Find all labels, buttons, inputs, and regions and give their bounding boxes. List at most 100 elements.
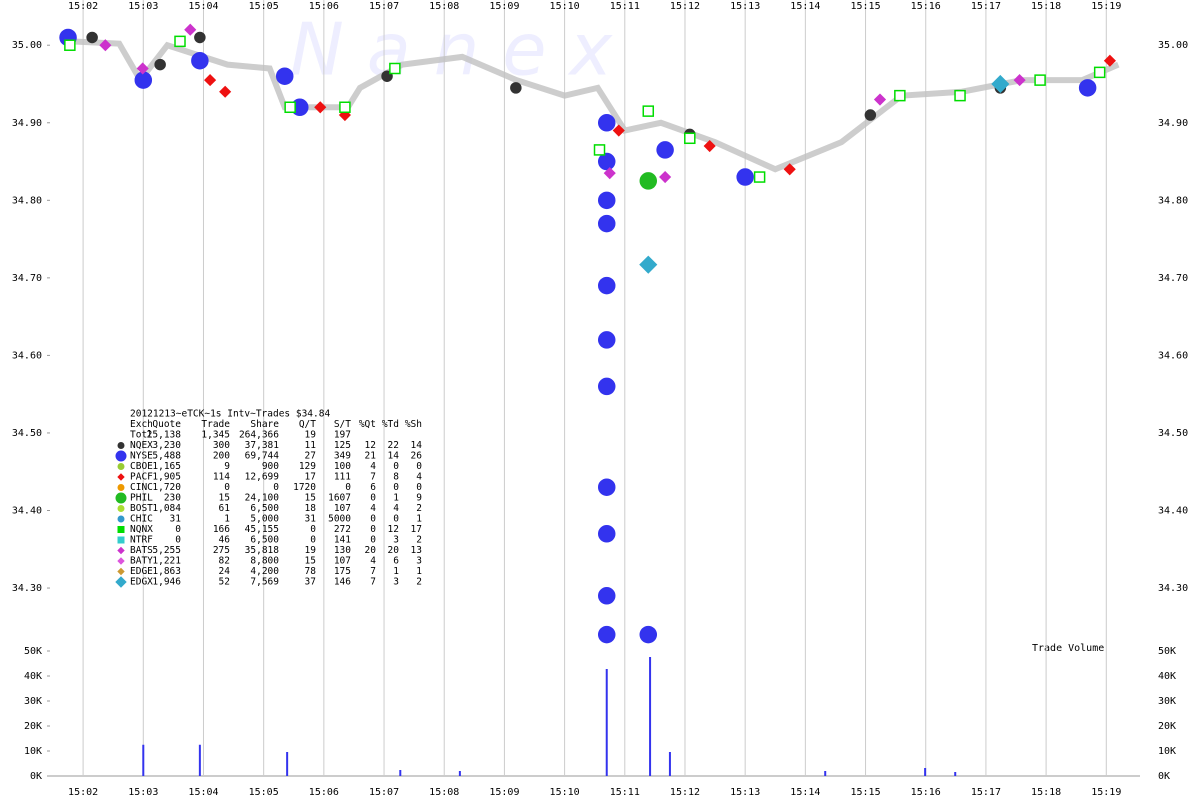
table-cell: 141: [334, 535, 351, 546]
table-cell: 0: [416, 461, 422, 472]
marker: [639, 625, 658, 644]
legend-label: PHIL: [130, 493, 153, 504]
table-cell: 5000: [328, 514, 351, 525]
marker: [597, 214, 616, 233]
table-cell: 1: [393, 493, 399, 504]
marker: [275, 67, 294, 85]
nbbo-line: [70, 38, 1120, 173]
table-cell: 0: [310, 535, 316, 546]
marker: [117, 536, 125, 544]
x-tick-label: 15:18: [1031, 1, 1061, 12]
table-cell: 22: [388, 440, 399, 451]
marker: [873, 93, 887, 106]
table-header: Share: [250, 419, 279, 430]
table-cell: 4,200: [250, 566, 279, 577]
x-tick-label: 15:10: [550, 1, 580, 12]
table-cell: 0: [175, 524, 181, 535]
table-header: Q/T: [299, 419, 316, 430]
table-cell: 129: [299, 461, 316, 472]
table-cell: 166: [213, 524, 230, 535]
volume-tick-label: 40K: [24, 671, 42, 682]
y-tick-label: 34.70: [1158, 273, 1188, 284]
table-cell: 3: [393, 535, 399, 546]
table-cell: 18: [305, 503, 317, 514]
marker: [597, 625, 616, 644]
legend-label: CBOE: [130, 461, 153, 472]
marker: [894, 89, 906, 102]
table-cell: 1720: [293, 482, 316, 493]
y-tick-label: 34.40: [1158, 505, 1188, 516]
marker: [954, 89, 966, 102]
y-tick-label: 34.90: [1158, 118, 1188, 129]
table-cell: 4: [370, 461, 376, 472]
table-cell: 4: [370, 556, 376, 567]
table-cell: 0: [393, 461, 399, 472]
x-tick-label: 15:07: [369, 787, 399, 798]
table-cell: 17: [305, 472, 316, 483]
x-tick-label: 15:03: [128, 1, 158, 12]
table-cell: 2: [416, 577, 422, 588]
table-cell: 19: [305, 430, 317, 441]
marker: [117, 484, 125, 491]
table-cell: 27: [305, 451, 316, 462]
marker: [684, 132, 696, 145]
marker: [154, 58, 166, 71]
marker: [204, 74, 217, 87]
table-cell: 52: [219, 577, 230, 588]
table-header: Trade: [201, 419, 230, 430]
table-cell: 0: [224, 482, 230, 493]
x-tick-label: 15:09: [489, 787, 519, 798]
x-tick-label: 15:15: [850, 1, 880, 12]
table-cell: 12,699: [245, 472, 280, 483]
table-cell: 146: [334, 577, 351, 588]
marker: [639, 172, 658, 190]
table-cell: 25,138: [147, 430, 182, 441]
y-tick-label: 34.70: [12, 273, 42, 284]
y-tick-label: 34.30: [12, 583, 42, 594]
marker: [86, 31, 98, 44]
x-tick-label: 15:13: [730, 1, 760, 12]
marker: [117, 505, 125, 512]
table-cell: 1,720: [152, 482, 181, 493]
x-tick-label: 15:05: [249, 1, 279, 12]
table-cell: 1: [393, 566, 399, 577]
table-cell: 0: [370, 514, 376, 525]
volume-tick-label: 40K: [1158, 671, 1176, 682]
marker: [191, 51, 209, 70]
marker: [736, 168, 754, 186]
volume-tick-label: 50K: [1158, 646, 1176, 657]
table-cell: 1,221: [152, 556, 181, 567]
marker: [783, 163, 796, 176]
table-cell: 61: [219, 503, 231, 514]
x-tick-label: 15:05: [249, 787, 279, 798]
table-cell: 7: [370, 472, 376, 483]
marker: [219, 85, 232, 98]
marker: [117, 567, 125, 576]
x-tick-label: 15:17: [971, 1, 1001, 12]
table-cell: Totl: [130, 430, 153, 441]
table-cell: 46: [219, 535, 231, 546]
table-cell: 0: [310, 524, 316, 535]
table-cell: 0: [370, 493, 376, 504]
plot: [59, 23, 1120, 776]
marker: [642, 105, 655, 117]
table-header: %Sh: [405, 419, 422, 430]
table-cell: 3: [416, 556, 422, 567]
volume-bar: [399, 770, 402, 776]
x-tick-label: 15:16: [911, 787, 941, 798]
table-header: S/T: [334, 419, 351, 430]
table-cell: 0: [416, 482, 422, 493]
marker: [284, 101, 296, 114]
marker: [864, 109, 877, 121]
marker: [597, 525, 616, 543]
marker: [136, 62, 149, 75]
marker: [134, 71, 153, 89]
table-cell: 0: [370, 535, 376, 546]
y-tick-label: 35.00: [12, 40, 42, 51]
marker: [117, 463, 125, 470]
table-cell: 264,366: [239, 430, 279, 441]
table-cell: 0: [175, 535, 181, 546]
table-cell: 19: [305, 545, 317, 556]
marker: [1078, 79, 1097, 97]
